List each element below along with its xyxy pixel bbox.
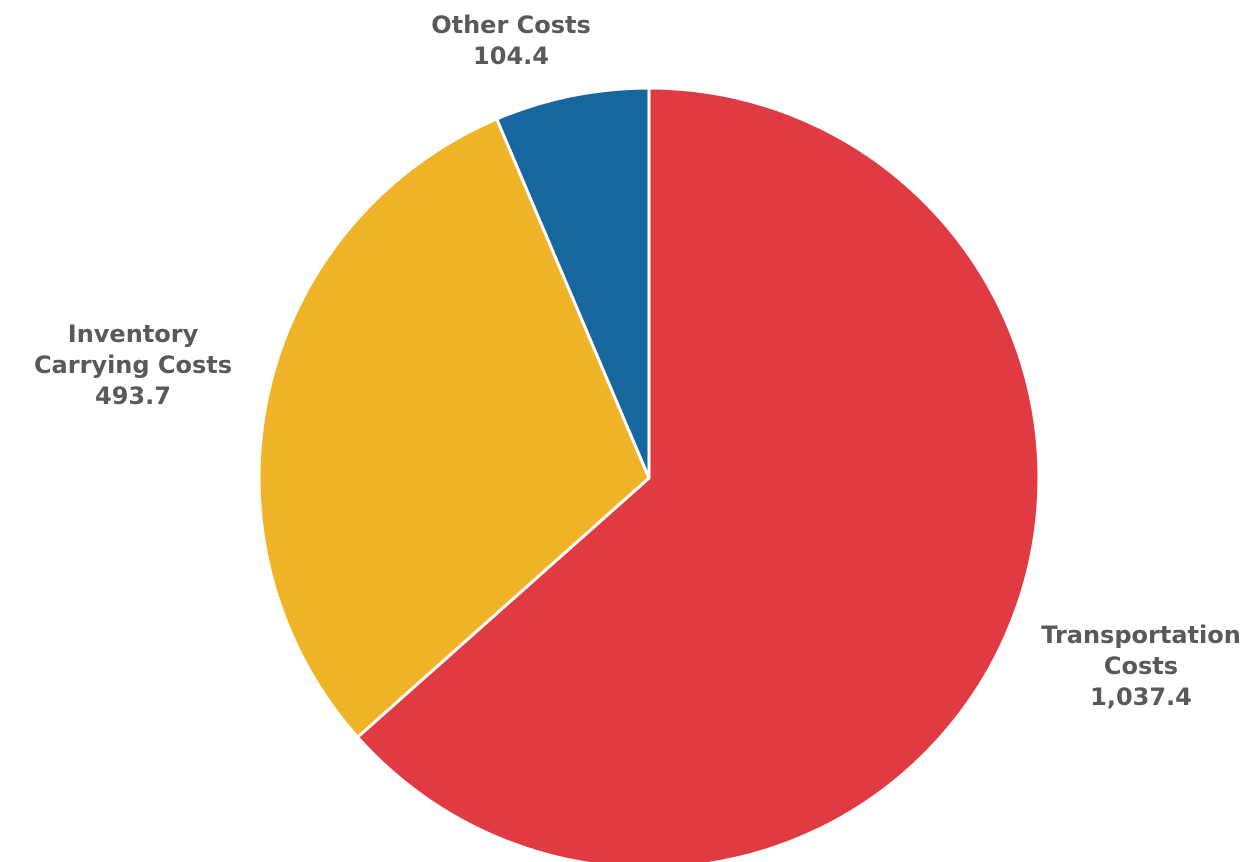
slice-label-line: Carrying Costs: [33, 351, 233, 379]
pie-slice-inventory-carrying-costs: [257, 117, 651, 739]
slice-value-label: 1,037.4: [1090, 683, 1192, 711]
slice-label-transportation-costs: Transportation Costs 1,037.4: [1041, 620, 1241, 713]
pie-slice-other-costs: [495, 86, 651, 480]
slice-label-other-costs: Other Costs 104.4: [431, 10, 591, 72]
slice-value-label: 493.7: [95, 382, 171, 410]
slice-label-inventory-carrying-costs: Inventory Carrying Costs 493.7: [34, 319, 232, 412]
slice-label-line: Costs: [1103, 652, 1179, 680]
pie-slice-transportation-costs: [356, 86, 1041, 862]
slice-label-line: Other Costs: [431, 11, 591, 39]
slice-label-line: Transportation: [1041, 621, 1241, 649]
slice-label-line: Inventory: [67, 320, 199, 348]
slice-value-label: 104.4: [473, 42, 549, 70]
pie-slices: [257, 86, 1041, 862]
